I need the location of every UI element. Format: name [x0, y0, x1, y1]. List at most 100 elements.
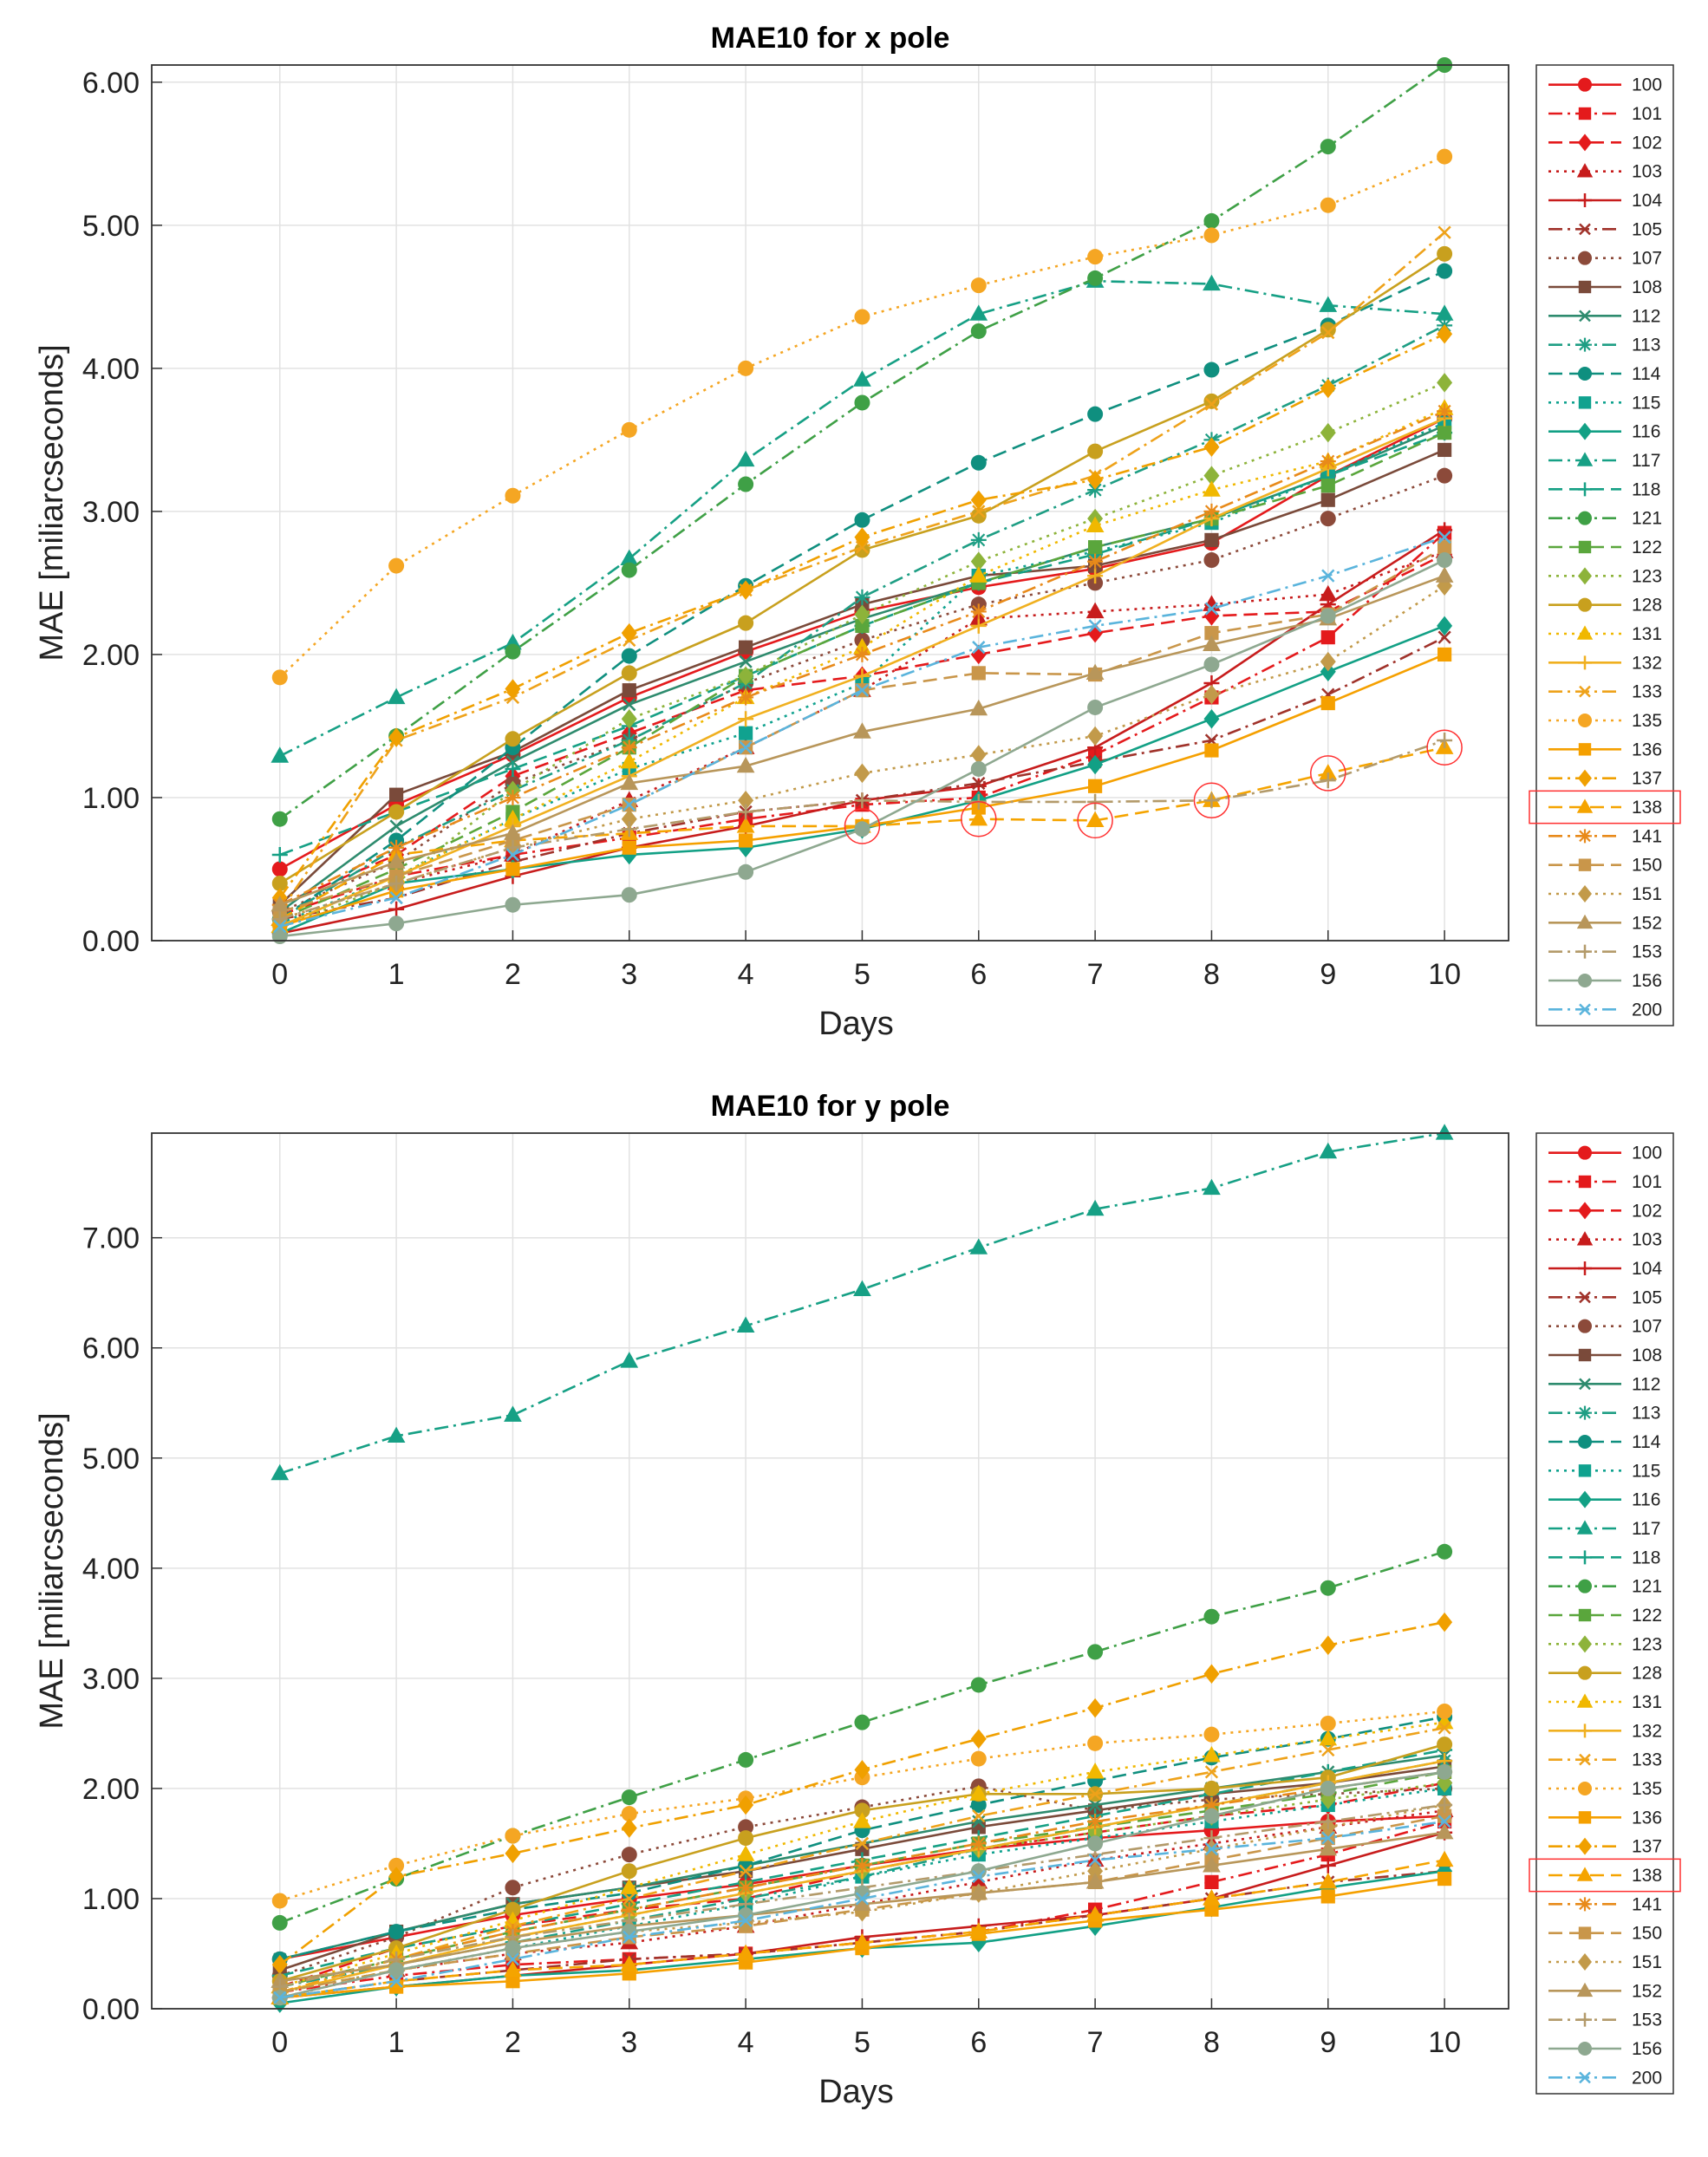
legend-item-156: 156	[1548, 971, 1662, 991]
legend-marker-117	[1576, 1520, 1594, 1535]
data-point-151	[1087, 726, 1104, 746]
data-point-135	[738, 360, 754, 376]
legend-label-133: 133	[1632, 682, 1662, 702]
data-point-116	[1203, 708, 1220, 729]
data-point-121	[970, 1677, 987, 1693]
data-point-121	[505, 643, 521, 660]
data-point-131	[504, 1911, 522, 1928]
data-point-141	[505, 789, 521, 805]
data-point-200	[1088, 619, 1102, 633]
legend-marker-133	[1579, 685, 1591, 698]
legend-label-105: 105	[1632, 219, 1662, 239]
data-point-121	[1087, 1644, 1104, 1660]
legend-marker-141	[1578, 829, 1592, 844]
data-point-116	[1087, 754, 1104, 775]
highlight-circle	[1426, 729, 1463, 766]
data-point-121	[271, 1914, 288, 1931]
legend-item-117: 117	[1548, 1519, 1660, 1539]
legend-item-122: 122	[1548, 1606, 1662, 1626]
data-point-153	[1320, 772, 1336, 789]
data-point-121	[1203, 212, 1220, 229]
data-point-141	[854, 646, 870, 662]
series-line-141	[279, 410, 1445, 906]
legend-label-116: 116	[1632, 422, 1660, 442]
data-point-117	[969, 1238, 988, 1254]
legend-label-116: 116	[1632, 1490, 1660, 1510]
legend-item-135: 135	[1548, 711, 1662, 731]
data-point-136	[1204, 1902, 1219, 1917]
data-point-128	[1437, 1737, 1453, 1753]
data-point-200	[1088, 1853, 1102, 1867]
data-point-128	[1087, 443, 1104, 459]
data-point-117	[1319, 296, 1338, 312]
data-point-133	[972, 505, 986, 518]
legend-label-104: 104	[1632, 1259, 1662, 1279]
x-axis-label: Days	[818, 1006, 894, 1042]
legend-item-107: 107	[1548, 249, 1662, 269]
data-point-107	[505, 1880, 521, 1896]
data-point-153	[621, 821, 637, 837]
data-point-141	[1203, 1796, 1220, 1813]
data-point-138	[1203, 1889, 1221, 1906]
data-point-123	[738, 666, 754, 686]
data-point-138	[736, 817, 755, 833]
data-point-131	[736, 1845, 755, 1861]
data-point-121	[1203, 1608, 1220, 1625]
data-point-123	[970, 551, 987, 571]
data-point-118	[505, 760, 521, 777]
data-point-152	[969, 1883, 988, 1900]
legend-item-116: 116	[1548, 422, 1660, 442]
legend-marker-100	[1578, 1145, 1592, 1160]
data-point-151	[1087, 1860, 1104, 1881]
legend-marker-123	[1578, 567, 1592, 585]
data-point-112	[623, 698, 636, 712]
data-point-122	[1437, 426, 1452, 440]
data-point-117	[504, 1405, 522, 1422]
x-tick-label: 3	[621, 958, 637, 991]
legend-label-103: 103	[1632, 1230, 1662, 1250]
legend-marker-112	[1579, 1378, 1591, 1391]
data-point-136	[1437, 1871, 1452, 1887]
data-point-200	[389, 1974, 403, 1988]
legend-item-152: 152	[1548, 913, 1662, 933]
legend-label-117: 117	[1632, 451, 1660, 471]
legend-item-200: 200	[1548, 1000, 1662, 1020]
legend-item-102: 102	[1548, 133, 1662, 153]
legend-item-150: 150	[1548, 1924, 1662, 1944]
legend-marker-108	[1578, 280, 1592, 294]
data-point-151	[1320, 651, 1336, 672]
data-point-104	[388, 901, 405, 917]
data-point-137	[1437, 324, 1453, 344]
data-point-121	[1087, 270, 1104, 286]
series-line-113	[279, 324, 1445, 921]
legend-label-141: 141	[1632, 826, 1662, 846]
data-point-114	[1087, 406, 1104, 422]
legend-marker-114	[1578, 1435, 1592, 1449]
data-point-102	[1087, 622, 1104, 643]
series-line-114	[279, 1716, 1445, 1961]
legend-label-135: 135	[1632, 711, 1662, 731]
data-point-156	[1437, 552, 1453, 569]
series-153	[271, 732, 1453, 928]
legend-item-105: 105	[1548, 219, 1662, 239]
series-line-121	[279, 63, 1445, 820]
data-point-100	[271, 861, 288, 877]
data-point-117	[736, 450, 755, 467]
series-137	[271, 324, 1453, 908]
legend-item-131: 131	[1548, 1692, 1662, 1712]
axes-frame	[151, 1132, 1509, 2010]
legend-item-114: 114	[1548, 1432, 1661, 1452]
series-line-131	[279, 407, 1445, 928]
y-tick-label: 7.00	[82, 1222, 140, 1255]
data-point-152	[1203, 635, 1221, 652]
x-tick-label: 1	[388, 958, 405, 991]
x-tick-label: 10	[1428, 2026, 1461, 2059]
data-point-103	[1085, 602, 1105, 619]
data-point-150	[1204, 626, 1219, 641]
legend-marker-136	[1578, 1811, 1592, 1824]
data-point-133	[1437, 1721, 1451, 1735]
x-tick-label: 8	[1203, 958, 1220, 991]
legend-label-141: 141	[1632, 1894, 1662, 1914]
